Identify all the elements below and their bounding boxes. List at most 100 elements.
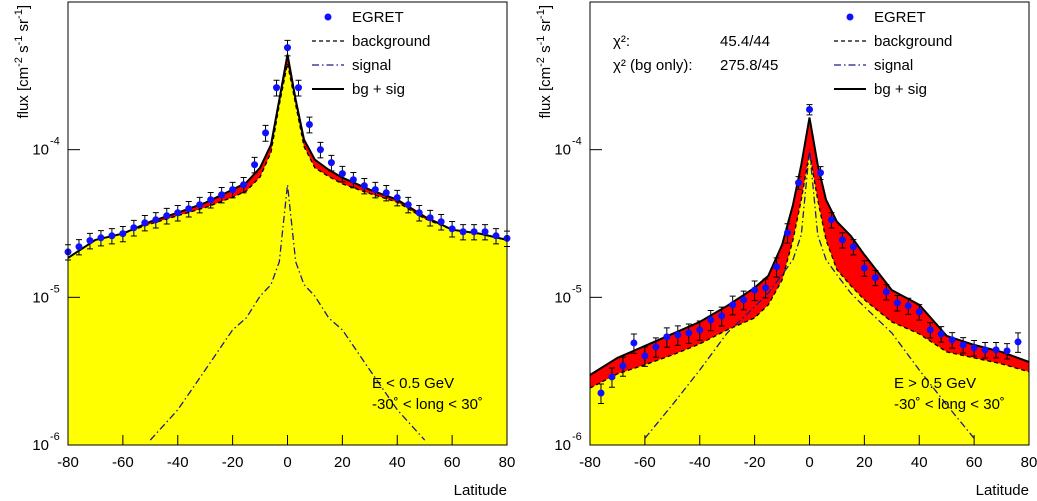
x-tick-label: 40 [389,454,406,471]
data-point [426,214,434,222]
data-point [740,296,748,304]
x-tick-label: -80 [579,454,601,471]
data-point [229,186,237,194]
legend-label: EGRET [874,9,926,26]
y-tick-label: 10 [554,142,571,159]
x-tick-label: 40 [911,454,928,471]
legend-label: bg + sig [352,81,405,98]
data-point [1014,338,1022,346]
data-point [174,209,182,217]
curve [589,152,1030,389]
data-point [75,243,83,251]
data-point [141,219,149,227]
data-point [404,201,412,209]
data-point [773,263,781,271]
data-point [360,182,368,190]
data-point [904,302,912,310]
legend-label: signal [874,57,913,74]
data-point [795,179,803,187]
data-point [937,330,945,338]
data-point [240,181,248,189]
data-point [674,331,682,339]
y-tick-exponent: -6 [50,431,60,443]
data-point [948,336,956,344]
data-point [284,44,291,52]
annotation: E > 0.5 GeV [894,375,976,392]
y-tick-exponent: -4 [50,136,60,148]
y-tick-exponent: -4 [572,136,582,148]
data-point [926,326,934,334]
y-label-exponent: -2 [535,57,547,67]
y-tick-label: 10 [32,289,49,306]
data-point [970,344,978,352]
legend-marker [846,13,854,21]
stat-value: 275.8/45 [720,57,778,74]
data-point [816,169,824,177]
legend-label: bg + sig [874,81,927,98]
data-point [871,274,879,282]
x-tick-label: -60 [112,454,134,471]
data-point [751,286,759,294]
y-tick-exponent: -5 [572,283,582,295]
x-tick-label: 80 [1021,454,1037,471]
data-point [316,146,324,154]
data-point [838,236,846,244]
x-tick-label: 60 [966,454,983,471]
x-tick-label: 0 [283,454,291,471]
data-point [1003,347,1011,355]
x-tick-label: 80 [499,454,516,471]
data-point [806,106,813,114]
y-label-text: s [15,45,32,57]
x-tick-label: -40 [689,454,711,471]
data-point [130,224,138,232]
data-point [729,301,737,309]
y-axis-label: flux [cm-2 s-1 sr-1] [535,5,554,119]
curve [589,117,1030,376]
legend-label: EGRET [352,9,404,26]
area [68,63,507,445]
x-tick-label: -40 [167,454,189,471]
data-point [437,218,445,226]
y-label-text: flux [cm [537,67,554,119]
x-axis-label: Latitude [976,482,1029,499]
x-tick-label: 20 [334,454,351,471]
data-point [630,339,638,347]
data-point [459,228,467,236]
data-point [597,389,605,397]
legend-label: signal [352,57,391,74]
legend-label: background [874,33,952,50]
data-point [218,191,226,199]
y-tick-label: 10 [32,142,49,159]
data-point [762,284,770,292]
stat-label: χ² (bg only): [613,57,693,74]
data-point [718,312,726,320]
data-point [915,308,923,316]
y-label-text: ] [537,5,554,9]
data-point [696,326,704,334]
y-label-exponent: -1 [13,9,25,19]
y-tick-label: 10 [554,437,571,454]
y-label-text: sr [537,19,554,36]
y-label-text: flux [cm [15,67,32,119]
data-point [959,341,967,349]
x-tick-label: -80 [57,454,79,471]
data-point [860,264,868,272]
data-point [273,84,281,92]
data-point [641,352,649,360]
y-label-exponent: -1 [13,36,25,46]
annotation: E < 0.5 GeV [372,375,454,392]
y-tick-label: 10 [554,289,571,306]
data-point [608,373,616,381]
data-point [97,234,105,242]
data-point [349,176,357,184]
data-point [86,237,94,245]
data-point [327,159,335,167]
legend-marker [324,13,332,21]
data-point [481,228,489,236]
data-point [849,243,857,251]
y-label-exponent: -2 [13,57,25,67]
data-point [294,84,302,92]
